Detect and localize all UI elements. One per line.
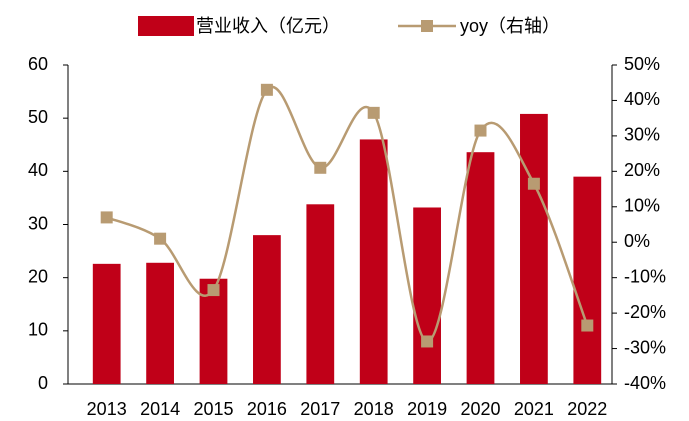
x-tick-label: 2014 [140, 399, 180, 419]
x-tick-label: 2015 [193, 399, 233, 419]
y-tick-label: 10 [28, 320, 48, 340]
y-tick-label: 20 [28, 266, 48, 286]
line-marker [421, 335, 434, 348]
y-tick-label: 50 [28, 107, 48, 127]
y2-tick-label: 0% [624, 231, 650, 251]
line-marker [581, 319, 594, 332]
y2-tick-label: -30% [624, 337, 666, 357]
bar [92, 263, 121, 384]
legend-swatch [138, 16, 194, 36]
bar [573, 176, 602, 384]
legend-label: yoy（右轴） [460, 16, 560, 36]
y-tick-label: 60 [28, 54, 48, 74]
line [106, 85, 589, 343]
x-tick-label: 2013 [87, 399, 127, 419]
bar [146, 262, 174, 384]
legend-marker [421, 20, 433, 32]
x-tick-label: 2016 [247, 399, 287, 419]
bar [413, 207, 441, 384]
line-marker [260, 83, 273, 96]
bar [466, 152, 495, 384]
x-tick-label: 2021 [514, 399, 554, 419]
line-marker [367, 106, 380, 119]
y2-tick-label: -10% [624, 266, 666, 286]
y2-tick-label: 20% [624, 160, 660, 180]
line-marker [100, 211, 113, 224]
line-marker [207, 284, 220, 297]
x-tick-label: 2017 [300, 399, 340, 419]
y2-tick-label: 50% [624, 54, 660, 74]
y-tick-label: 30 [28, 213, 48, 233]
legend-label: 营业收入（亿元） [196, 16, 340, 36]
bar [253, 235, 281, 384]
y-tick-label: 0 [38, 373, 48, 393]
y2-tick-label: 40% [624, 89, 660, 109]
y2-tick-label: 30% [624, 125, 660, 145]
line-marker [527, 177, 540, 190]
x-tick-label: 2020 [460, 399, 500, 419]
y-tick-label: 40 [28, 160, 48, 180]
x-tick-label: 2022 [567, 399, 607, 419]
x-tick-label: 2019 [407, 399, 447, 419]
y2-tick-label: -40% [624, 373, 666, 393]
y2-tick-label: 10% [624, 196, 660, 216]
line-marker [154, 232, 167, 245]
line-marker [314, 161, 327, 174]
bar [306, 204, 335, 384]
x-tick-label: 2018 [354, 399, 394, 419]
y2-tick-label: -20% [624, 302, 666, 322]
bar [359, 139, 388, 384]
line-marker [474, 124, 487, 137]
bar [520, 113, 548, 384]
